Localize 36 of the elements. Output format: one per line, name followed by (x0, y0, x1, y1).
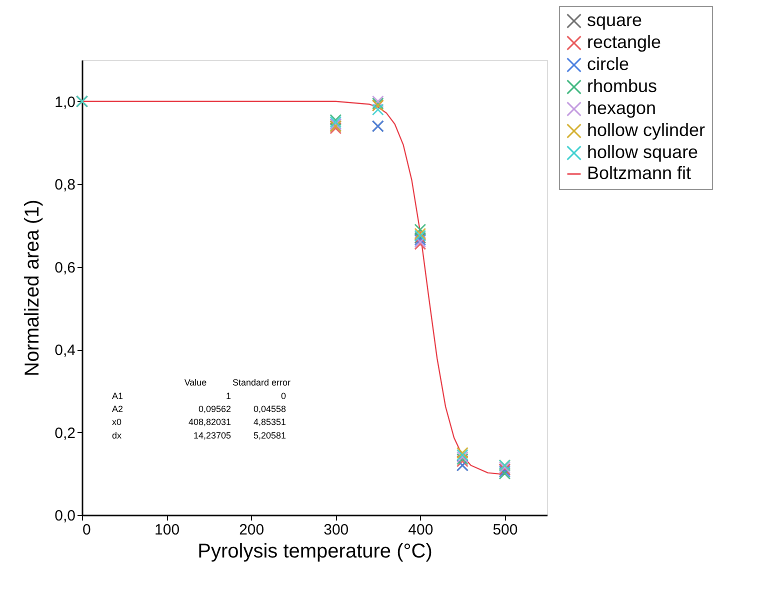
annotation: 4,85351 (253, 417, 286, 428)
y-tick-label: 1,0 (54, 94, 76, 111)
x-tick-label: 200 (239, 522, 264, 538)
y-tick-label: 0,8 (54, 176, 76, 194)
legend-label: rhombus (587, 76, 658, 96)
y-axis-title: Normalized area (1) (22, 200, 44, 376)
annotation: Standard error (232, 378, 291, 388)
x-tick-label: 100 (154, 522, 180, 538)
legend-label: circle (587, 54, 630, 74)
x-tick-label: 500 (492, 522, 518, 538)
annotation: 408,82031 (188, 417, 231, 428)
y-tick-label: 0,0 (54, 508, 76, 524)
annotation: Value (184, 378, 207, 388)
annotation: dx (112, 430, 122, 440)
legend-label: hollow cylinder (587, 120, 706, 140)
y-tick-label: 0,4 (54, 342, 76, 360)
annotation: 0 (280, 390, 286, 401)
annotation: 0,09562 (198, 404, 231, 414)
annotation: 14,23705 (193, 430, 231, 440)
legend-label: square (587, 10, 642, 30)
annotation: 5,20581 (253, 430, 286, 440)
legend-label: rectangle (587, 32, 662, 52)
legend-label: Boltzmann fit (587, 163, 692, 183)
annotation: 0,04558 (253, 404, 286, 414)
y-tick-label: 0,2 (54, 424, 76, 442)
x-tick-label: 300 (324, 522, 349, 538)
legend-label: hollow square (587, 142, 698, 162)
annotation: x0 (112, 417, 122, 428)
legend-label: hexagon (587, 98, 656, 118)
annotation: 1 (226, 390, 231, 401)
x-tick-label: 400 (408, 522, 434, 538)
x-tick-label: 0 (82, 522, 91, 538)
y-tick-label: 0,6 (54, 259, 76, 276)
x-axis-title: Pyrolysis temperature (°C) (198, 540, 432, 562)
annotation: A1 (112, 390, 124, 401)
annotation: A2 (112, 404, 124, 414)
